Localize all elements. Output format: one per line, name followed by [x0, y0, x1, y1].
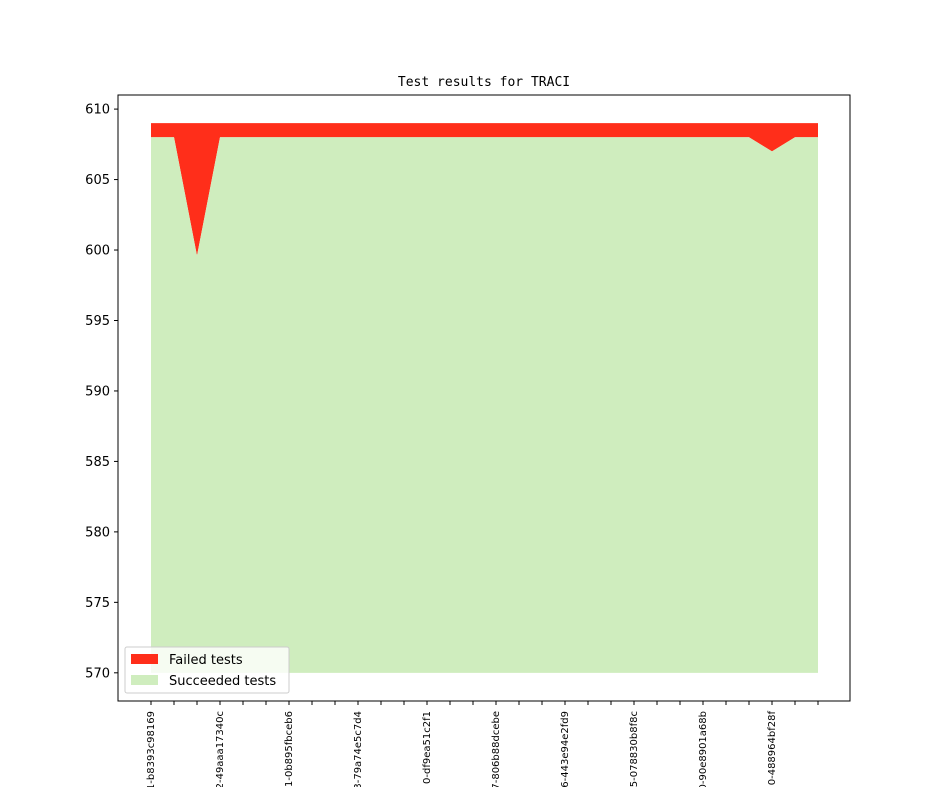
y-tick-label: 570	[85, 666, 110, 681]
y-tick-label: 595	[85, 314, 110, 329]
x-tick-label: 7-806b88dcebe	[491, 711, 502, 787]
x-tick-label: 5-078830b8f8c	[629, 711, 640, 787]
y-axis: 570 575 580 585 590 595 600 605 610	[85, 103, 118, 681]
failed-tests-area	[151, 123, 818, 256]
chart-title: Test results for TRACI	[398, 75, 570, 90]
x-tick-label: 1-0b895fbceb6	[284, 711, 295, 787]
legend-box	[124, 646, 290, 694]
legend-label-failed: Failed tests	[169, 653, 243, 668]
plot-area	[151, 123, 818, 673]
x-tick-label: 6-443e94e2fd9	[560, 711, 571, 787]
x-tick-label: 0-488964bf28f	[767, 711, 778, 786]
y-tick-label: 600	[85, 244, 110, 259]
y-tick-label: 575	[85, 596, 110, 611]
legend-swatch-failed	[131, 654, 158, 664]
legend-swatch-succeeded	[131, 675, 158, 685]
plot-frame	[117, 94, 851, 702]
legend-label-succeeded: Succeeded tests	[169, 674, 276, 689]
y-tick-label: 610	[85, 103, 110, 118]
legend: Failed tests Succeeded tests	[124, 646, 290, 694]
x-tick-label: 2-49aaa17340c	[215, 711, 226, 787]
x-tick-label: 0-90e8901a68b	[698, 711, 709, 787]
x-tick-label: 1-b8393c98169	[146, 711, 157, 787]
x-axis: 1-b8393c98169 2-49aaa17340c 1-0b895fbceb6 3…	[146, 701, 819, 787]
y-tick-label: 590	[85, 384, 110, 399]
y-tick-label: 580	[85, 525, 110, 540]
x-tick-label: 0-df9ea51c2f1	[422, 711, 433, 784]
succeeded-tests-area	[151, 137, 818, 673]
x-tick-label: 3-79a74e5c7d4	[353, 711, 364, 787]
y-tick-label: 605	[85, 173, 110, 188]
y-tick-label: 585	[85, 455, 110, 470]
